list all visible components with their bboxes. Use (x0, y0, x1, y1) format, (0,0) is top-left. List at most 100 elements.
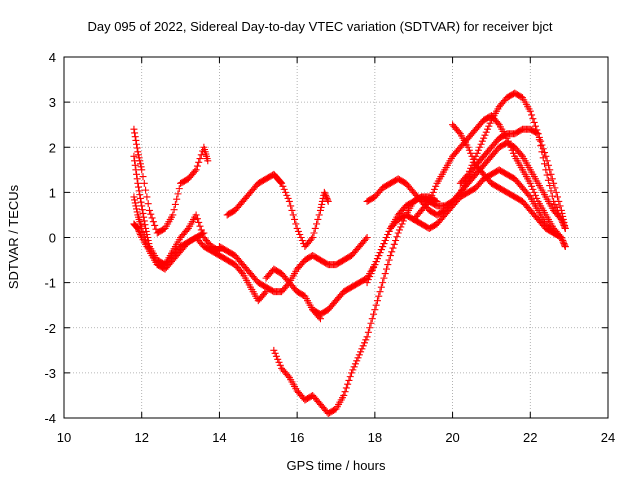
y-tick-label: -3 (44, 366, 56, 381)
data-point-marker (131, 196, 139, 204)
data-point-marker (261, 289, 269, 297)
data-point-marker (543, 171, 551, 179)
data-point-marker (324, 196, 332, 204)
data-point-marker (557, 234, 565, 241)
data-point-marker (131, 133, 139, 141)
data-point-marker (284, 194, 292, 202)
data-point-marker (376, 249, 384, 257)
data-point-marker (296, 230, 304, 238)
data-point-marker (366, 273, 374, 281)
data-point-marker (467, 149, 475, 157)
data-point-marker (473, 149, 481, 157)
data-point-marker (285, 197, 293, 205)
data-point-marker (341, 388, 349, 396)
data-point-marker (467, 164, 475, 172)
data-point-marker (298, 237, 306, 245)
data-point-marker (377, 246, 385, 254)
data-point-marker (345, 376, 353, 384)
data-point-marker (559, 215, 567, 223)
x-tick-label: 14 (212, 430, 226, 445)
y-tick-label: 4 (49, 50, 56, 65)
data-point-marker (135, 187, 143, 195)
y-tick-label: -4 (44, 411, 56, 426)
data-point-marker (525, 191, 533, 199)
data-point-marker (132, 202, 140, 210)
data-point-marker (144, 200, 152, 208)
data-point-marker (196, 222, 204, 230)
data-point-marker (132, 136, 140, 144)
data-point-marker (320, 188, 328, 196)
data-point-marker (276, 178, 284, 186)
data-point-marker (557, 206, 565, 214)
data-point-marker (561, 221, 569, 229)
data-point-marker (517, 151, 525, 159)
data-point-marker (384, 261, 392, 269)
data-point-marker (465, 167, 473, 175)
data-point-marker (310, 229, 318, 237)
data-point-marker (508, 146, 516, 154)
data-point-marker (363, 279, 371, 287)
data-point-marker (533, 194, 541, 202)
data-point-marker (318, 200, 326, 208)
data-point-marker (274, 355, 282, 363)
data-point-marker (170, 206, 178, 214)
data-point-marker (383, 234, 391, 241)
data-point-marker (362, 235, 370, 243)
data-point-marker (561, 243, 569, 251)
data-point-marker (192, 211, 200, 219)
data-point-marker (486, 119, 494, 127)
data-point-marker (354, 354, 362, 362)
data-point-marker (373, 297, 381, 305)
y-tick-label: -1 (44, 276, 56, 291)
data-point-marker (133, 144, 141, 152)
data-point-marker (531, 122, 539, 130)
data-point-marker (131, 199, 139, 207)
data-point-marker (130, 125, 138, 133)
data-point-marker (277, 179, 285, 187)
data-point-marker (316, 206, 324, 214)
data-point-marker (535, 133, 543, 141)
data-point-marker (358, 345, 366, 353)
data-point-marker (383, 265, 391, 273)
data-point-marker (542, 152, 550, 160)
data-point-marker (199, 230, 207, 238)
data-point-marker (313, 220, 321, 228)
data-point-marker (552, 188, 560, 196)
series-arc-6 (215, 234, 371, 296)
data-point-marker (322, 191, 330, 199)
data-point-marker (142, 227, 150, 235)
data-point-marker (311, 224, 319, 232)
chart-title: Day 095 of 2022, Sidereal Day-to-day VTE… (87, 19, 552, 34)
data-point-marker (200, 229, 208, 237)
data-point-marker (379, 243, 387, 251)
data-point-marker (377, 283, 385, 291)
data-point-marker (348, 369, 356, 377)
data-point-marker (503, 134, 511, 142)
data-point-marker (362, 336, 370, 344)
data-point-marker (278, 179, 286, 187)
data-point-marker (384, 230, 392, 238)
data-point-marker (468, 161, 476, 169)
data-point-marker (195, 158, 203, 166)
data-point-marker (537, 137, 545, 145)
x-tick-label: 24 (601, 430, 615, 445)
data-point-marker (134, 179, 142, 187)
data-point-marker (556, 202, 564, 210)
data-point-marker (380, 274, 388, 282)
data-point-marker (551, 200, 559, 208)
data-point-marker (294, 227, 302, 235)
data-point-marker (395, 226, 403, 234)
data-point-marker (204, 157, 212, 165)
data-point-marker (342, 384, 350, 392)
y-tick-label: -2 (44, 321, 56, 336)
data-point-marker (481, 131, 489, 139)
data-point-marker (151, 221, 159, 229)
data-point-marker (131, 157, 139, 165)
data-point-marker (355, 351, 363, 359)
data-point-marker (548, 192, 556, 200)
y-tick-label: 2 (49, 140, 56, 155)
data-point-marker (559, 238, 567, 246)
data-point-marker (140, 217, 148, 225)
data-point-marker (288, 206, 296, 214)
data-point-marker (143, 193, 151, 201)
